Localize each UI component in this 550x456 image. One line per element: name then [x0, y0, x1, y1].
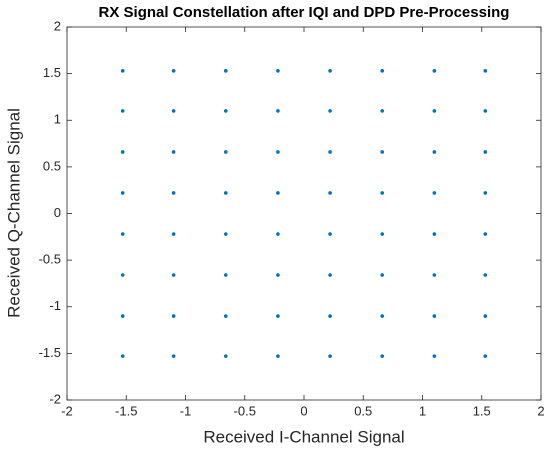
- point: [276, 314, 280, 318]
- point: [328, 109, 332, 113]
- x-tick-label: -1: [180, 403, 192, 418]
- x-tick-label: 0: [300, 403, 307, 418]
- point: [483, 150, 488, 154]
- point: [483, 109, 488, 113]
- x-tick-label: 2: [537, 403, 544, 418]
- point: [120, 273, 125, 277]
- point: [171, 109, 176, 113]
- y-tick-label: 2: [54, 18, 61, 33]
- point: [380, 314, 385, 318]
- point: [380, 191, 385, 195]
- point: [432, 354, 437, 358]
- point: [432, 69, 437, 73]
- point: [432, 150, 437, 154]
- point: [380, 232, 385, 236]
- point: [276, 69, 280, 73]
- point: [120, 191, 125, 195]
- point: [328, 69, 332, 73]
- point: [483, 232, 488, 236]
- point: [171, 150, 176, 154]
- point: [120, 232, 125, 236]
- chart-title: RX Signal Constellation after IQI and DP…: [99, 4, 510, 21]
- point: [432, 109, 437, 113]
- point: [483, 273, 488, 277]
- point: [276, 273, 280, 277]
- point: [223, 150, 228, 154]
- point: [223, 191, 228, 195]
- point: [380, 69, 385, 73]
- point: [380, 273, 385, 277]
- y-tick-label: -0.5: [39, 252, 61, 267]
- point: [328, 354, 332, 358]
- point: [223, 232, 228, 236]
- x-axis-label: Received I-Channel Signal: [203, 427, 404, 446]
- point: [328, 191, 332, 195]
- point: [120, 109, 125, 113]
- point: [328, 150, 332, 154]
- point: [432, 191, 437, 195]
- point: [171, 232, 176, 236]
- x-tick-label: 0.5: [354, 403, 372, 418]
- x-tick-label: -0.5: [234, 403, 256, 418]
- point: [432, 232, 437, 236]
- y-tick-label: -2: [49, 391, 61, 406]
- point: [328, 273, 332, 277]
- point: [483, 314, 488, 318]
- point: [328, 314, 332, 318]
- point: [223, 314, 228, 318]
- x-tick-label: 1.5: [473, 403, 491, 418]
- point: [120, 314, 125, 318]
- point: [432, 273, 437, 277]
- y-tick-label: 1.5: [43, 65, 61, 80]
- x-tick-label: 1: [419, 403, 426, 418]
- plot-area: [66, 26, 542, 401]
- point: [171, 354, 176, 358]
- point: [328, 232, 332, 236]
- point: [171, 314, 176, 318]
- y-axis-label: Received Q-Channel Signal: [4, 108, 23, 318]
- point: [276, 150, 280, 154]
- point: [276, 191, 280, 195]
- point: [223, 354, 228, 358]
- point: [380, 150, 385, 154]
- point: [223, 109, 228, 113]
- point: [380, 354, 385, 358]
- point: [432, 314, 437, 318]
- point: [171, 69, 176, 73]
- y-tick-label: -1: [49, 298, 61, 313]
- point: [276, 109, 280, 113]
- point: [171, 191, 176, 195]
- point: [276, 232, 280, 236]
- point: [120, 150, 125, 154]
- point: [276, 354, 280, 358]
- point: [483, 69, 488, 73]
- x-tick-label: -2: [61, 403, 73, 418]
- point: [483, 354, 488, 358]
- point: [120, 69, 125, 73]
- x-tick-label: -1.5: [115, 403, 137, 418]
- y-tick-label: 0.5: [43, 158, 61, 173]
- point: [120, 354, 125, 358]
- point: [483, 191, 488, 195]
- point: [223, 273, 228, 277]
- point: [380, 109, 385, 113]
- point: [223, 69, 228, 73]
- y-tick-label: -1.5: [39, 345, 61, 360]
- point: [171, 273, 176, 277]
- y-tick-label: 0: [54, 205, 61, 220]
- y-tick-label: 1: [54, 112, 61, 127]
